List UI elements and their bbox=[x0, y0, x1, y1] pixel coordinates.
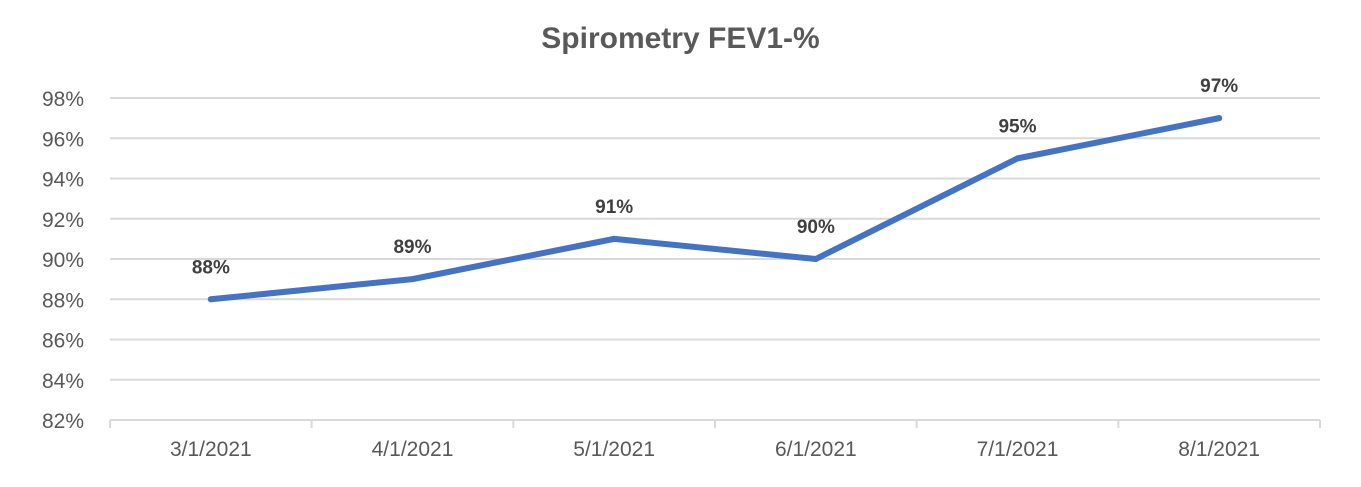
y-tick-label: 90% bbox=[42, 249, 84, 272]
y-tick-label: 92% bbox=[42, 209, 84, 232]
data-point bbox=[1216, 115, 1223, 122]
y-tick-label: 82% bbox=[42, 410, 84, 433]
y-tick-label: 88% bbox=[42, 289, 84, 312]
x-tick-label: 7/1/2021 bbox=[977, 438, 1059, 461]
x-tick-label: 3/1/2021 bbox=[170, 438, 252, 461]
x-tick-label: 6/1/2021 bbox=[775, 438, 857, 461]
x-tick-label: 8/1/2021 bbox=[1178, 438, 1260, 461]
series-line bbox=[207, 115, 1223, 303]
y-tick-label: 84% bbox=[42, 370, 84, 393]
data-point bbox=[1014, 155, 1021, 162]
y-tick-label: 98% bbox=[42, 88, 84, 111]
data-point bbox=[207, 296, 214, 303]
data-label: 88% bbox=[192, 257, 230, 278]
x-tick-label: 5/1/2021 bbox=[573, 438, 655, 461]
y-tick-label: 96% bbox=[42, 128, 84, 151]
data-point bbox=[611, 235, 618, 242]
data-label: 97% bbox=[1200, 76, 1238, 97]
data-label: 91% bbox=[595, 197, 633, 218]
y-tick-label: 86% bbox=[42, 330, 84, 353]
data-point bbox=[812, 256, 819, 262]
data-label: 90% bbox=[797, 217, 835, 238]
data-label: 95% bbox=[998, 116, 1036, 137]
data-label: 89% bbox=[393, 237, 431, 258]
chart-title: Spirometry FEV1-% bbox=[541, 22, 820, 55]
y-tick-label: 94% bbox=[42, 169, 84, 192]
x-tick-label: 4/1/2021 bbox=[372, 438, 454, 461]
data-point bbox=[409, 276, 416, 283]
